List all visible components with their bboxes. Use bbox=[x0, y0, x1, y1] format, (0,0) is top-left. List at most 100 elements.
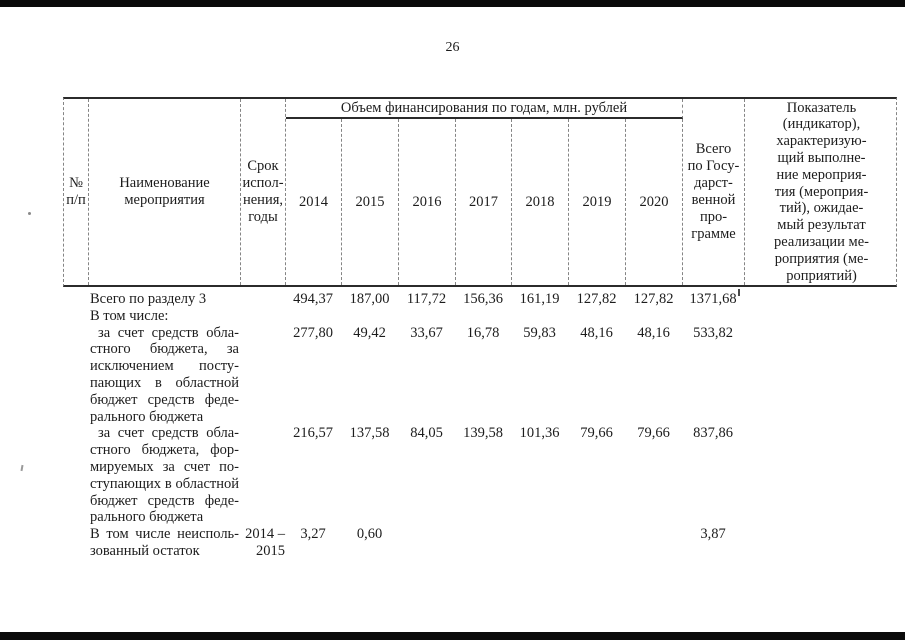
text-line: рального бюджета bbox=[90, 408, 204, 425]
header-line: грамме bbox=[691, 226, 736, 242]
text-line: Всего по разделу 3 bbox=[90, 291, 207, 307]
cell-2016: 84,05 bbox=[410, 425, 443, 442]
table-row-regional-budget-from-federal: за счет средств обла- стного бюджета, фо… bbox=[63, 425, 897, 526]
header-line: Срок bbox=[247, 158, 279, 174]
cell-activity-name: В том числе: bbox=[88, 308, 240, 325]
table-row-section-total: Всего по разделу 3 494,37 187,00 117,72 … bbox=[63, 291, 897, 308]
text-line: 2014 – bbox=[245, 526, 285, 543]
cell-2015: 0,60 bbox=[356, 526, 383, 543]
header-line: дарст- bbox=[694, 175, 733, 191]
header-line: (индикатор), bbox=[782, 116, 861, 133]
scan-edge-top bbox=[0, 0, 905, 7]
header-line: тий), ожидае- bbox=[779, 200, 864, 217]
header-line: годы bbox=[248, 209, 278, 225]
header-line: роприятий) bbox=[786, 267, 857, 284]
text-line: В том числе: bbox=[90, 307, 169, 324]
cell-2014: 3,27 bbox=[300, 526, 326, 543]
table-row-regional-budget-excluding-federal: за счет средств обла- стного бюджета, за… bbox=[63, 325, 897, 426]
header-cell-row-number: № п/п bbox=[64, 99, 89, 285]
cell-2018: 101,36 bbox=[519, 425, 560, 442]
cell-2015: 187,00 bbox=[349, 291, 390, 307]
scan-artifact-tick bbox=[738, 289, 740, 296]
header-line: нения, bbox=[242, 192, 283, 208]
header-line: мероприятия bbox=[124, 192, 205, 208]
cell-total: 533,82 bbox=[693, 324, 733, 341]
cell-2017: 139,58 bbox=[463, 425, 503, 442]
header-cell-program-total: Всего по Госу- дарст- венной про- грамме bbox=[683, 99, 745, 285]
text-line: мируемых за счет по- bbox=[90, 458, 239, 475]
cell-term: 2014 – 2015 bbox=[240, 526, 285, 560]
text-line: зованный остаток bbox=[90, 542, 200, 559]
header-line: реализации ме- bbox=[774, 233, 869, 250]
cell-2019: 127,82 bbox=[576, 291, 617, 307]
header-cell-activity-name: Наименование мероприятия bbox=[89, 99, 241, 285]
text-line: за счет средств обла- bbox=[98, 425, 239, 442]
header-cell-financing-span: Объем финансирования по годам, млн. рубл… bbox=[286, 99, 683, 119]
header-cell-year-2019: 2019 bbox=[569, 119, 626, 285]
header-cell-indicator: Показатель (индикатор), характеризую- щи… bbox=[745, 99, 898, 285]
header-line: мый результат bbox=[777, 217, 866, 234]
cell-2016: 117,72 bbox=[406, 291, 447, 307]
header-line: Наименование bbox=[119, 175, 210, 191]
header-line: по Госу- bbox=[687, 158, 740, 174]
header-line: ние мероприя- bbox=[776, 166, 867, 183]
header-line: Показатель bbox=[786, 99, 857, 116]
text-line: В том числе неисполь- bbox=[90, 526, 239, 543]
header-cell-year-2017: 2017 bbox=[456, 119, 512, 285]
header-cell-year-2018: 2018 bbox=[512, 119, 569, 285]
header-line: п/п bbox=[66, 192, 86, 208]
text-line: за счет средств обла- bbox=[98, 324, 239, 341]
text-line: стного бюджета, за bbox=[90, 341, 239, 358]
header-line: Всего bbox=[695, 141, 732, 157]
header-cell-year-2020: 2020 bbox=[626, 119, 683, 285]
header-line: характеризую- bbox=[776, 133, 867, 150]
cell-2015: 137,58 bbox=[349, 425, 390, 442]
cell-2016: 33,67 bbox=[410, 324, 443, 341]
header-cell-year-2016: 2016 bbox=[399, 119, 456, 285]
cell-activity-name: за счет средств обла- стного бюджета, фо… bbox=[88, 425, 240, 526]
header-line: венной bbox=[691, 192, 736, 208]
cell-2015: 49,42 bbox=[353, 324, 386, 341]
text-line: ступающих в областной bbox=[90, 475, 239, 492]
table-row-unused-balance: В том числе неисполь- зованный остаток 2… bbox=[63, 526, 897, 560]
header-cell-year-2015: 2015 bbox=[342, 119, 399, 285]
header-line: роприятия (ме- bbox=[774, 250, 869, 267]
cell-2019: 79,66 bbox=[580, 425, 613, 442]
financing-table: № п/п Наименование мероприятия Срок испо… bbox=[63, 97, 897, 560]
text-line: пающих в областной bbox=[90, 374, 239, 391]
scan-artifact-dot bbox=[20, 464, 24, 472]
text-line: исключением посту- bbox=[90, 358, 239, 375]
cell-activity-name: В том числе неисполь- зованный остаток bbox=[88, 526, 240, 560]
text-line: бюджет средств феде- bbox=[90, 391, 239, 408]
header-line: № bbox=[69, 175, 83, 191]
cell-activity-name: Всего по разделу 3 bbox=[88, 291, 240, 308]
cell-activity-name: за счет средств обла- стного бюджета, за… bbox=[88, 325, 240, 426]
cell-2020: 127,82 bbox=[633, 291, 674, 307]
cell-total: 1371,68 bbox=[689, 291, 737, 307]
table-header: № п/п Наименование мероприятия Срок испо… bbox=[63, 97, 897, 287]
scan-artifact-dot bbox=[28, 212, 31, 215]
cell-2014: 277,80 bbox=[293, 324, 333, 341]
cell-2020: 48,16 bbox=[637, 324, 670, 341]
cell-2020: 79,66 bbox=[637, 425, 670, 442]
cell-2014: 216,57 bbox=[293, 425, 333, 442]
cell-2014: 494,37 bbox=[293, 291, 333, 307]
cell-total: 3,87 bbox=[700, 526, 726, 543]
header-line: испол- bbox=[242, 175, 284, 191]
cell-total: 837,86 bbox=[693, 425, 733, 442]
header-line: про- bbox=[699, 209, 728, 225]
cell-2019: 48,16 bbox=[580, 324, 613, 341]
header-cell-term: Срок испол- нения, годы bbox=[241, 99, 286, 285]
page-number: 26 bbox=[445, 40, 460, 55]
cell-2017: 156,36 bbox=[463, 291, 503, 307]
header-line: тия (мероприя- bbox=[774, 183, 869, 200]
text-line: 2015 bbox=[256, 542, 285, 559]
table-row-including-label: В том числе: bbox=[63, 308, 897, 325]
text-line: стного бюджета, фор- bbox=[90, 442, 239, 459]
cell-2018: 161,19 bbox=[519, 291, 560, 307]
text-line: рального бюджета bbox=[90, 509, 204, 526]
text-line: бюджет средств феде- bbox=[90, 492, 239, 509]
header-cell-year-2014: 2014 bbox=[286, 119, 342, 285]
cell-2017: 16,78 bbox=[466, 324, 500, 341]
